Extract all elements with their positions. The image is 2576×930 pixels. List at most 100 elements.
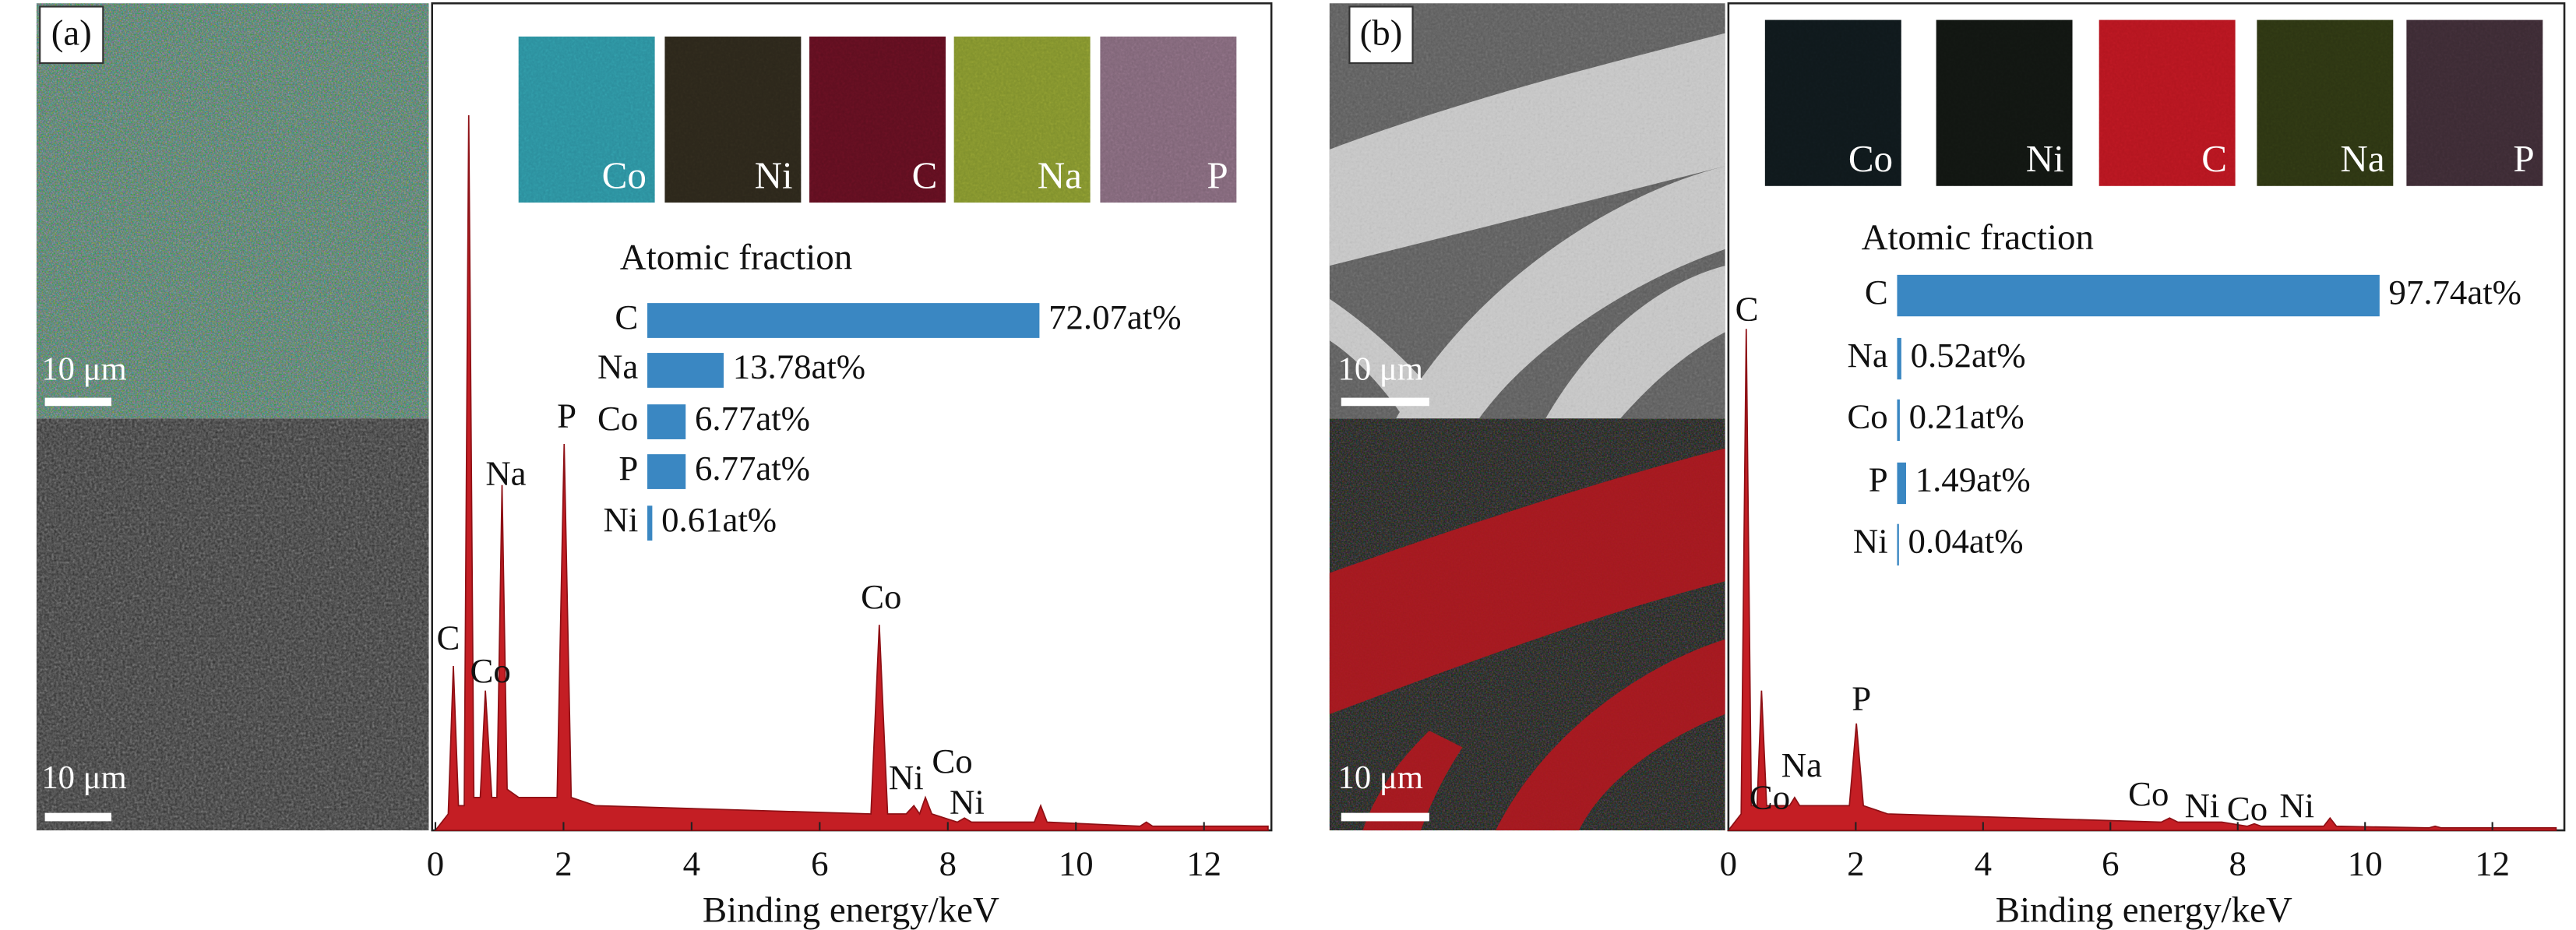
element-map-grain	[518, 36, 655, 203]
peak-label: Ni	[950, 783, 985, 822]
element-map-label: Na	[2340, 137, 2384, 180]
element-map-grain	[664, 36, 802, 203]
x-tick-label: 8	[939, 844, 957, 882]
element-map-label: Co	[1848, 137, 1893, 180]
peak-label: Na	[1781, 745, 1822, 784]
x-tick-label: 2	[1847, 844, 1864, 882]
x-tick-label: 4	[1975, 844, 1992, 882]
fraction-value-label: 0.61at%	[661, 500, 777, 539]
fraction-title: Atomic fraction	[620, 238, 852, 278]
x-tick-label: 0	[1720, 844, 1737, 882]
x-tick-label: 12	[2475, 844, 2510, 882]
fraction-value-label: 1.49at%	[1915, 460, 2031, 499]
carbon-fiber	[1329, 448, 1725, 714]
peak-label: P	[557, 396, 576, 435]
fraction-category: P	[1869, 460, 1888, 499]
panel-label: (a)	[51, 13, 92, 54]
fraction-bar	[647, 404, 686, 439]
peak-label: Co	[2128, 774, 2169, 813]
fraction-bar	[647, 506, 653, 541]
element-map-label: C	[2201, 137, 2227, 180]
scale-bar-label: 10 μm	[1338, 351, 1423, 387]
peak-label: C	[436, 618, 460, 657]
fraction-category: C	[1865, 273, 1888, 312]
element-map-label: P	[2513, 137, 2534, 180]
fraction-bar	[1897, 274, 2380, 317]
x-tick-label: 10	[2348, 844, 2383, 882]
fraction-bar	[647, 454, 686, 489]
fraction-value-label: 13.78at%	[733, 347, 865, 386]
peak-label: Na	[485, 454, 526, 493]
micrograph-grain	[1329, 3, 1725, 419]
x-tick-label: 12	[1186, 844, 1221, 882]
peak-label: Co	[861, 577, 901, 616]
x-tick-label: 0	[427, 844, 444, 882]
element-map-grain	[809, 36, 946, 203]
fraction-category: Ni	[603, 500, 638, 539]
element-map-label: C	[912, 154, 938, 197]
element-map-grain	[1936, 19, 2073, 186]
scale-bar-label: 10 μm	[41, 351, 126, 387]
x-tick-label: 6	[811, 844, 828, 882]
spectrum	[434, 114, 1269, 831]
element-map-label: Ni	[755, 154, 793, 197]
fraction-bar	[1897, 337, 1901, 380]
x-tick-label: 2	[555, 844, 572, 882]
panel-label-box	[1348, 5, 1414, 65]
fraction-value-label: 72.07at%	[1048, 298, 1181, 336]
element-map-label: Ni	[2026, 137, 2064, 180]
fraction-category: Ni	[1853, 522, 1888, 561]
fraction-category: Co	[1847, 397, 1887, 436]
fraction-value-label: 6.77at%	[695, 399, 810, 438]
spectrum	[1727, 329, 2557, 831]
fraction-title: Atomic fraction	[1862, 217, 2094, 258]
panel-label-box	[39, 5, 104, 65]
element-map-grain	[953, 36, 1091, 203]
peak-label: Co	[470, 651, 511, 690]
element-map-grain	[2099, 19, 2236, 186]
peak-label: Ni	[2279, 786, 2314, 825]
x-tick-label: 4	[683, 844, 700, 882]
peak-label: P	[1852, 679, 1871, 718]
carbon-fiber	[1362, 731, 1463, 831]
peak-label: Ni	[2185, 786, 2220, 825]
fraction-bar	[1897, 462, 1906, 505]
element-map-label: Co	[602, 154, 647, 197]
fraction-category: Co	[597, 399, 638, 438]
x-axis-label: Binding energy/keV	[703, 889, 999, 930]
micrograph-grain	[36, 3, 429, 419]
panel-label: (b)	[1360, 13, 1403, 54]
peak-label: Ni	[889, 758, 924, 797]
x-tick-label: 10	[1059, 844, 1094, 882]
peak-label: Co	[2227, 789, 2268, 828]
element-map-grain	[2406, 19, 2543, 186]
fraction-value-label: 0.21at%	[1909, 397, 2025, 436]
element-map-label: P	[1207, 154, 1228, 197]
fraction-bar	[1897, 399, 1900, 442]
fraction-category: Na	[597, 347, 638, 386]
fraction-value-label: 0.04at%	[1908, 522, 2024, 561]
scale-bar-label: 10 μm	[1338, 759, 1423, 796]
x-axis-label: Binding energy/keV	[1996, 889, 2292, 930]
x-tick-label: 8	[2229, 844, 2247, 882]
micrograph-grain	[36, 418, 429, 831]
peak-label: Co	[932, 742, 972, 780]
scale-bar-label: 10 μm	[41, 759, 126, 796]
carbon-fiber	[1496, 639, 1725, 831]
element-map-grain	[1764, 19, 1901, 186]
x-tick-label: 6	[2102, 844, 2119, 882]
fraction-value-label: 6.77at%	[695, 449, 810, 488]
element-map-grain	[1100, 36, 1237, 203]
fraction-category: P	[618, 449, 638, 488]
fraction-category: C	[615, 298, 638, 336]
element-map-label: Na	[1038, 154, 1082, 197]
peak-label: Co	[1750, 777, 1790, 816]
peak-label: C	[1736, 289, 1759, 328]
fraction-bar	[647, 353, 724, 388]
fraction-value-label: 97.74at%	[2389, 273, 2521, 312]
element-map-grain	[2257, 19, 2394, 186]
fraction-value-label: 0.52at%	[1911, 336, 2026, 375]
fraction-bar	[647, 303, 1040, 338]
